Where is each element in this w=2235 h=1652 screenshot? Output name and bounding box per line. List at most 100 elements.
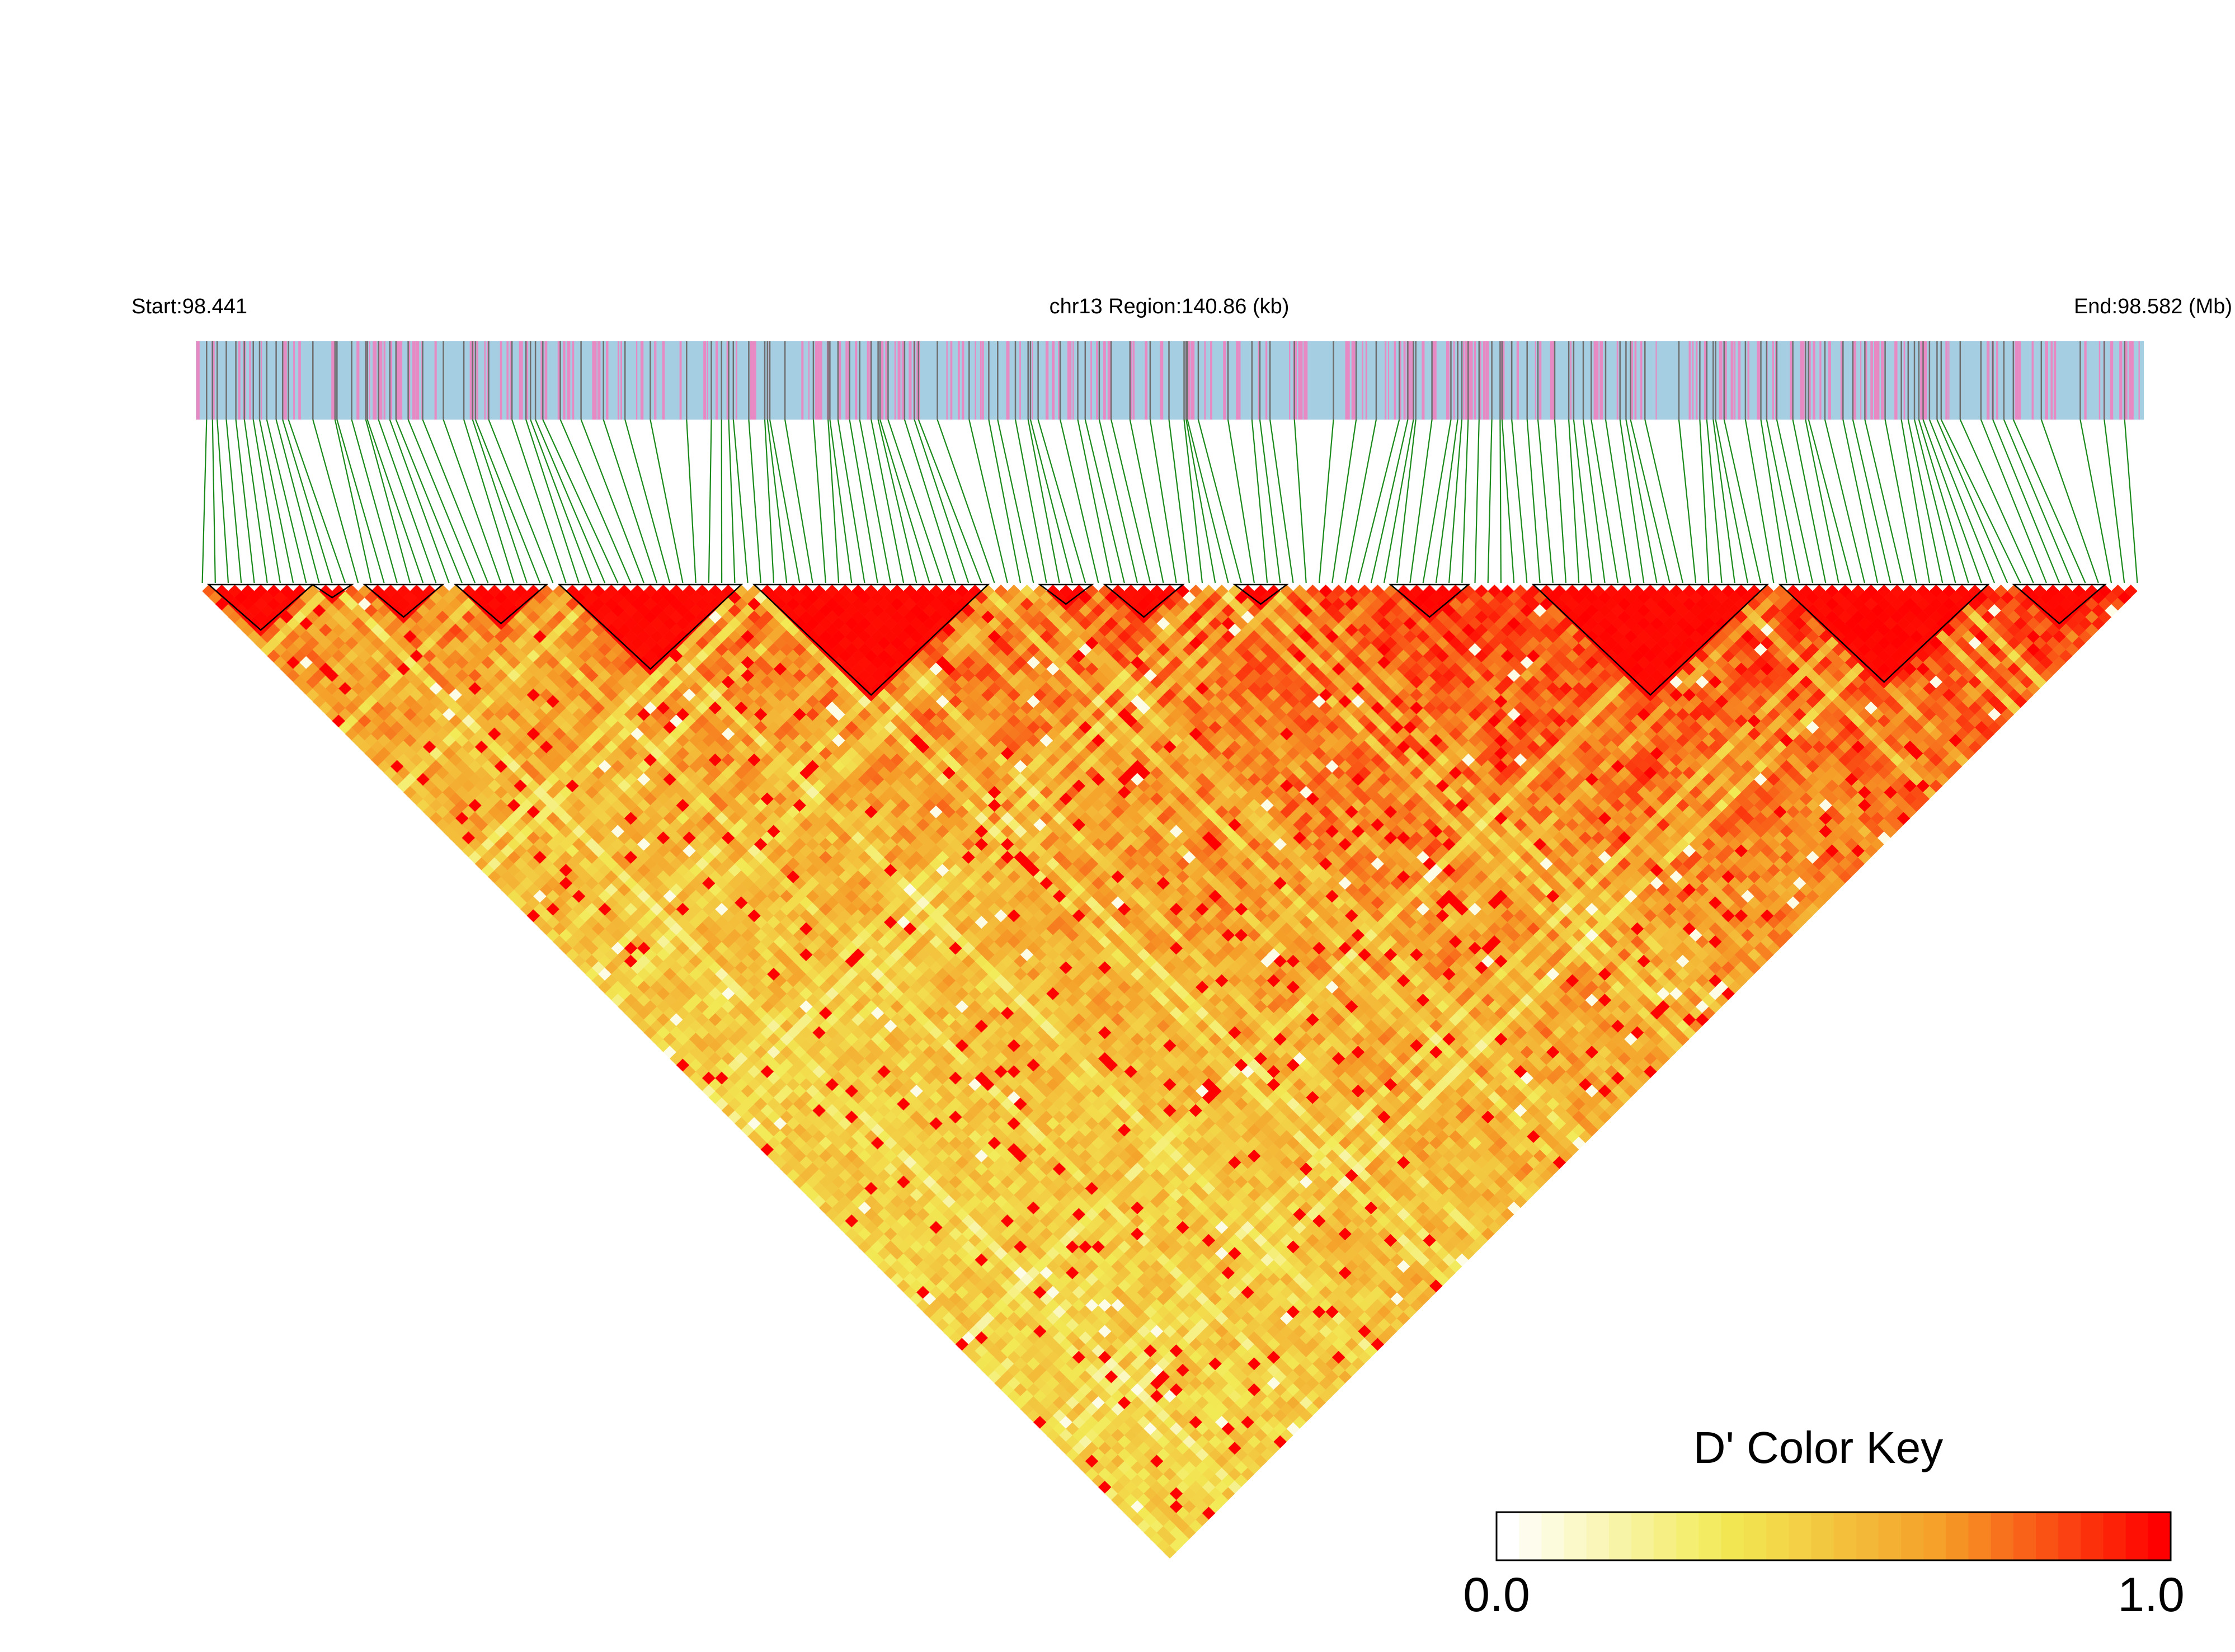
ld-cell xyxy=(357,636,371,650)
ld-cell xyxy=(1189,1493,1203,1507)
ld-cell xyxy=(572,942,586,955)
snp-connector xyxy=(829,419,853,583)
ld-cell xyxy=(1202,1507,1216,1520)
ld-cell xyxy=(1124,1493,1138,1507)
gene-stripe xyxy=(636,341,638,420)
ld-cell xyxy=(429,747,443,760)
ld-cell xyxy=(371,701,384,715)
gene-stripe xyxy=(1616,341,1618,420)
gene-stripe xyxy=(1894,341,1898,420)
snp-connector xyxy=(258,419,294,583)
snp-connector xyxy=(511,419,567,583)
snp-connector xyxy=(849,419,878,583)
gene-stripe xyxy=(662,341,665,420)
ld-cell xyxy=(754,1097,768,1111)
ld-cell xyxy=(806,1123,820,1137)
gene-stripe xyxy=(1719,341,1721,420)
snp-connector xyxy=(766,419,788,583)
gene-stripe xyxy=(606,341,609,420)
ld-cell xyxy=(1007,1338,1021,1351)
snp-connector xyxy=(1630,419,1671,583)
ld-cell xyxy=(818,1149,832,1162)
ld-cell xyxy=(793,1123,807,1137)
ld-cell xyxy=(455,760,469,773)
gene-stripe xyxy=(506,341,509,420)
snp-connector xyxy=(1187,419,1229,583)
snp-connector xyxy=(1842,419,1879,583)
ld-cell xyxy=(1111,1455,1125,1468)
ld-cell xyxy=(793,1097,807,1111)
snp-connector xyxy=(1029,419,1073,583)
gene-stripe xyxy=(1550,341,1553,420)
gene-stripe xyxy=(2098,341,2101,420)
gene-stripe xyxy=(1345,341,1347,420)
ld-cell xyxy=(1176,1519,1190,1533)
gene-stripe xyxy=(1688,341,1691,420)
snp-connector xyxy=(1435,419,1458,583)
snp-connector xyxy=(1760,419,1787,583)
gene-stripe xyxy=(1881,341,1884,420)
ld-cell xyxy=(818,1123,832,1137)
gene-stripe xyxy=(1347,341,1350,420)
gene-stripe xyxy=(617,341,619,420)
snp-connector xyxy=(1197,419,1242,583)
snp-connector xyxy=(366,419,424,583)
gene-stripe xyxy=(679,341,682,420)
snp-connector xyxy=(1959,419,2034,583)
gene-stripe xyxy=(894,341,896,420)
gene-stripe xyxy=(950,341,953,420)
ld-cell xyxy=(1111,1415,1125,1429)
ld-cell xyxy=(526,831,540,845)
ld-cell xyxy=(1111,1442,1125,1455)
gene-stripe xyxy=(801,341,804,420)
ld-cell xyxy=(884,1188,897,1202)
ld-cell xyxy=(254,610,267,624)
gene-stripe xyxy=(1462,341,1465,420)
snp-connector xyxy=(1331,419,1357,583)
ld-cell xyxy=(410,701,424,715)
gene-stripe xyxy=(356,341,360,420)
ld-cell xyxy=(903,1246,917,1260)
ld-cell xyxy=(916,1221,930,1234)
snp-connector xyxy=(2104,419,2125,583)
gene-stripe xyxy=(909,341,912,420)
gene-stripe xyxy=(885,341,887,420)
snp-connector xyxy=(395,419,463,583)
gene-stripe xyxy=(293,341,295,420)
snp-connector xyxy=(732,419,749,583)
ld-cell xyxy=(818,1201,832,1215)
gene-stripe xyxy=(1772,341,1774,420)
snp-connector xyxy=(389,419,450,583)
snp-connector xyxy=(1422,419,1452,583)
snp-connector xyxy=(837,419,865,583)
gene-stripe xyxy=(1945,341,1948,420)
ld-cell xyxy=(228,610,242,624)
snp-connector xyxy=(1706,419,1723,583)
snp-connector xyxy=(312,419,359,583)
ld-cell xyxy=(299,669,313,683)
snp-connector xyxy=(1370,419,1409,583)
gene-stripe xyxy=(1790,341,1792,420)
snp-connector xyxy=(1060,419,1099,583)
ld-cell xyxy=(377,760,391,773)
gene-stripe xyxy=(1047,341,1049,420)
snp-connector xyxy=(1084,419,1125,583)
snp-connector xyxy=(769,419,801,583)
ld-cell xyxy=(624,954,638,968)
ld-cell xyxy=(585,942,599,955)
snp-connector xyxy=(603,419,658,583)
snp-connector xyxy=(914,419,970,583)
ld-cell xyxy=(234,617,248,630)
gene-stripe xyxy=(1422,341,1425,420)
ld-cell xyxy=(559,850,573,864)
snp-connector xyxy=(266,419,307,583)
ld-cell xyxy=(650,942,664,955)
gene-stripe xyxy=(1813,341,1815,420)
ld-cell xyxy=(942,1246,956,1260)
ld-cell xyxy=(442,760,456,773)
gene-stripe xyxy=(1130,341,1132,420)
ld-cell xyxy=(994,1338,1008,1351)
gene-stripe xyxy=(1403,341,1406,420)
gene-stripe xyxy=(1385,341,1387,420)
ld-cell xyxy=(293,636,307,650)
